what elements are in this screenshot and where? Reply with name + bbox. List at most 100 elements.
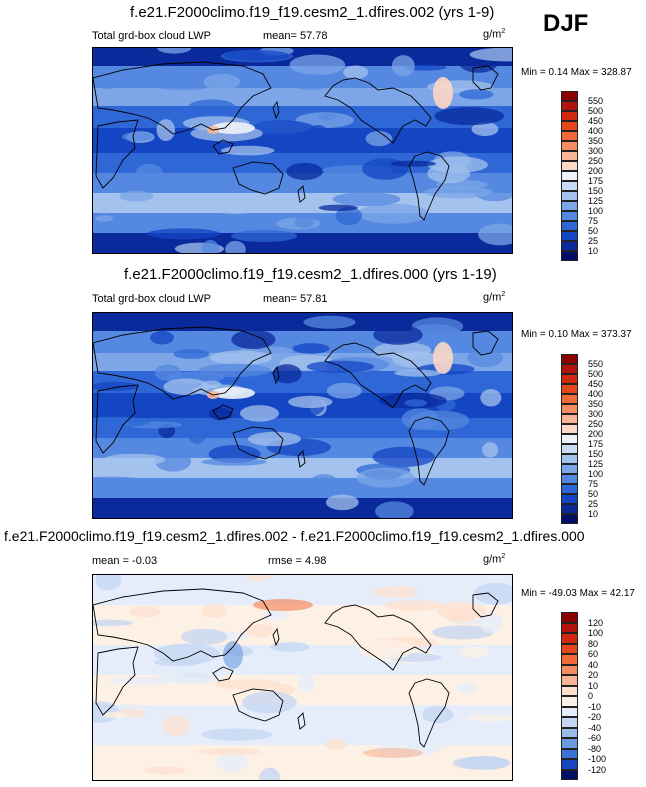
colorbar-tick-label: 125 xyxy=(588,459,604,469)
coastline xyxy=(324,342,432,409)
panel3-title: f.e21.F2000climo.f19_f19.cesm2_1.dfires.… xyxy=(4,528,585,544)
colorbar-tick-label: 400 xyxy=(588,389,604,399)
colorbar-segment xyxy=(561,354,578,364)
colorbar-tick-label: 200 xyxy=(588,429,604,439)
coastline xyxy=(93,61,272,135)
colorbar-segment xyxy=(561,181,578,191)
colorbar-segment xyxy=(561,504,578,514)
colorbar-segment xyxy=(561,643,578,654)
panel3-units: g/m2 xyxy=(483,553,505,566)
colorbar-tick-label: 250 xyxy=(588,156,604,166)
colorbar-tick-label: 50 xyxy=(588,226,599,236)
panel2-colorbar xyxy=(561,354,578,524)
coastline xyxy=(272,627,280,647)
colorbar-tick-label: -20 xyxy=(588,712,602,722)
coastline xyxy=(408,416,450,486)
panel2-map xyxy=(92,312,513,519)
colorbar-tick-label: 550 xyxy=(588,359,604,369)
colorbar-tick-label: 10 xyxy=(588,680,599,691)
coastline xyxy=(212,139,234,155)
colorbar-segment xyxy=(561,494,578,504)
colorbar-tick-label: 125 xyxy=(588,196,604,206)
colorbar-segment xyxy=(561,141,578,151)
units-text: g/m xyxy=(483,291,502,304)
colorbar-segment xyxy=(561,251,578,261)
colorbar-segment xyxy=(561,191,578,201)
colorbar-segment xyxy=(561,201,578,211)
panel1-mean: mean= 57.78 xyxy=(263,30,328,42)
colorbar-tick-label: 150 xyxy=(588,186,604,196)
colorbar-tick-label: 500 xyxy=(588,106,604,116)
colorbar-segment xyxy=(561,612,578,623)
colorbar-tick-label: 40 xyxy=(588,659,599,670)
coastline xyxy=(232,688,284,722)
colorbar-segment xyxy=(561,211,578,221)
colorbar-tick-label: 500 xyxy=(588,369,604,379)
colorbar-segment xyxy=(561,717,578,728)
colorbar-tick-label: 150 xyxy=(588,449,604,459)
colorbar-segment xyxy=(561,221,578,231)
colorbar-tick-label: 175 xyxy=(588,176,604,186)
panel2-units: g/m2 xyxy=(483,291,505,304)
colorbar-segment xyxy=(561,738,578,749)
colorbar-tick-label: 20 xyxy=(588,670,599,680)
coastline xyxy=(408,151,450,221)
colorbar-segment xyxy=(561,696,578,707)
colorbar-tick-label: 0 xyxy=(588,691,594,701)
panel2-minmax: Min = 0.10 Max = 373.37 xyxy=(521,329,632,340)
panel1-units: g/m2 xyxy=(483,28,505,41)
coastline xyxy=(408,678,450,748)
colorbar-segment xyxy=(561,374,578,384)
colorbar-segment xyxy=(561,171,578,181)
colorbar-tick-label: 25 xyxy=(588,236,599,246)
colorbar-segment xyxy=(561,748,578,759)
panel1-title: f.e21.F2000climo.f19_f19.cesm2_1.dfires.… xyxy=(130,4,495,21)
season-label: DJF xyxy=(543,10,589,37)
colorbar-segment xyxy=(561,121,578,131)
colorbar-segment xyxy=(561,664,578,675)
colorbar-tick-label: 10 xyxy=(588,509,599,519)
colorbar-segment xyxy=(561,424,578,434)
colorbar-tick-label: 80 xyxy=(588,638,599,649)
colorbar-segment xyxy=(561,685,578,696)
coastline xyxy=(297,450,306,468)
panel1-colorbar xyxy=(561,91,578,261)
colorbar-segment xyxy=(561,622,578,633)
colorbar-segment xyxy=(561,514,578,524)
colorbar-tick-label: 350 xyxy=(588,399,604,409)
colorbar-tick-label: 550 xyxy=(588,96,604,106)
coastline xyxy=(212,404,234,420)
panel1-minmax: Min = 0.14 Max = 328.87 xyxy=(521,67,632,78)
colorbar-tick-label: 75 xyxy=(588,479,599,489)
colorbar-segment xyxy=(561,161,578,171)
coastline xyxy=(212,666,234,682)
panel3-colorbar xyxy=(561,612,578,780)
colorbar-segment xyxy=(561,404,578,414)
colorbar-segment xyxy=(561,654,578,665)
colorbar-segment xyxy=(561,384,578,394)
units-exponent: 2 xyxy=(501,28,506,35)
colorbar-tick-label: 400 xyxy=(588,126,604,136)
colorbar-segment xyxy=(561,633,578,644)
panel3-minmax: Min = -49.03 Max = 42.17 xyxy=(521,588,635,599)
coastline xyxy=(297,712,306,730)
colorbar-segment xyxy=(561,474,578,484)
colorbar-segment xyxy=(561,111,578,121)
coastline xyxy=(95,119,139,189)
colorbar-segment xyxy=(561,759,578,770)
panel1-map xyxy=(92,47,513,254)
colorbar-tick-label: 300 xyxy=(588,409,604,419)
colorbar-segment xyxy=(561,241,578,251)
units-exponent: 2 xyxy=(501,553,506,560)
colorbar-segment xyxy=(561,727,578,738)
colorbar-tick-label: -10 xyxy=(588,701,602,712)
colorbar-tick-label: 10 xyxy=(588,246,599,256)
colorbar-tick-label: 75 xyxy=(588,216,599,226)
colorbar-segment xyxy=(561,434,578,444)
colorbar-tick-label: -60 xyxy=(588,733,602,743)
colorbar-segment xyxy=(561,675,578,686)
colorbar-tick-label: 350 xyxy=(588,136,604,146)
colorbar-segment xyxy=(561,706,578,717)
colorbar-tick-label: -100 xyxy=(588,754,607,764)
coastline xyxy=(472,330,499,356)
